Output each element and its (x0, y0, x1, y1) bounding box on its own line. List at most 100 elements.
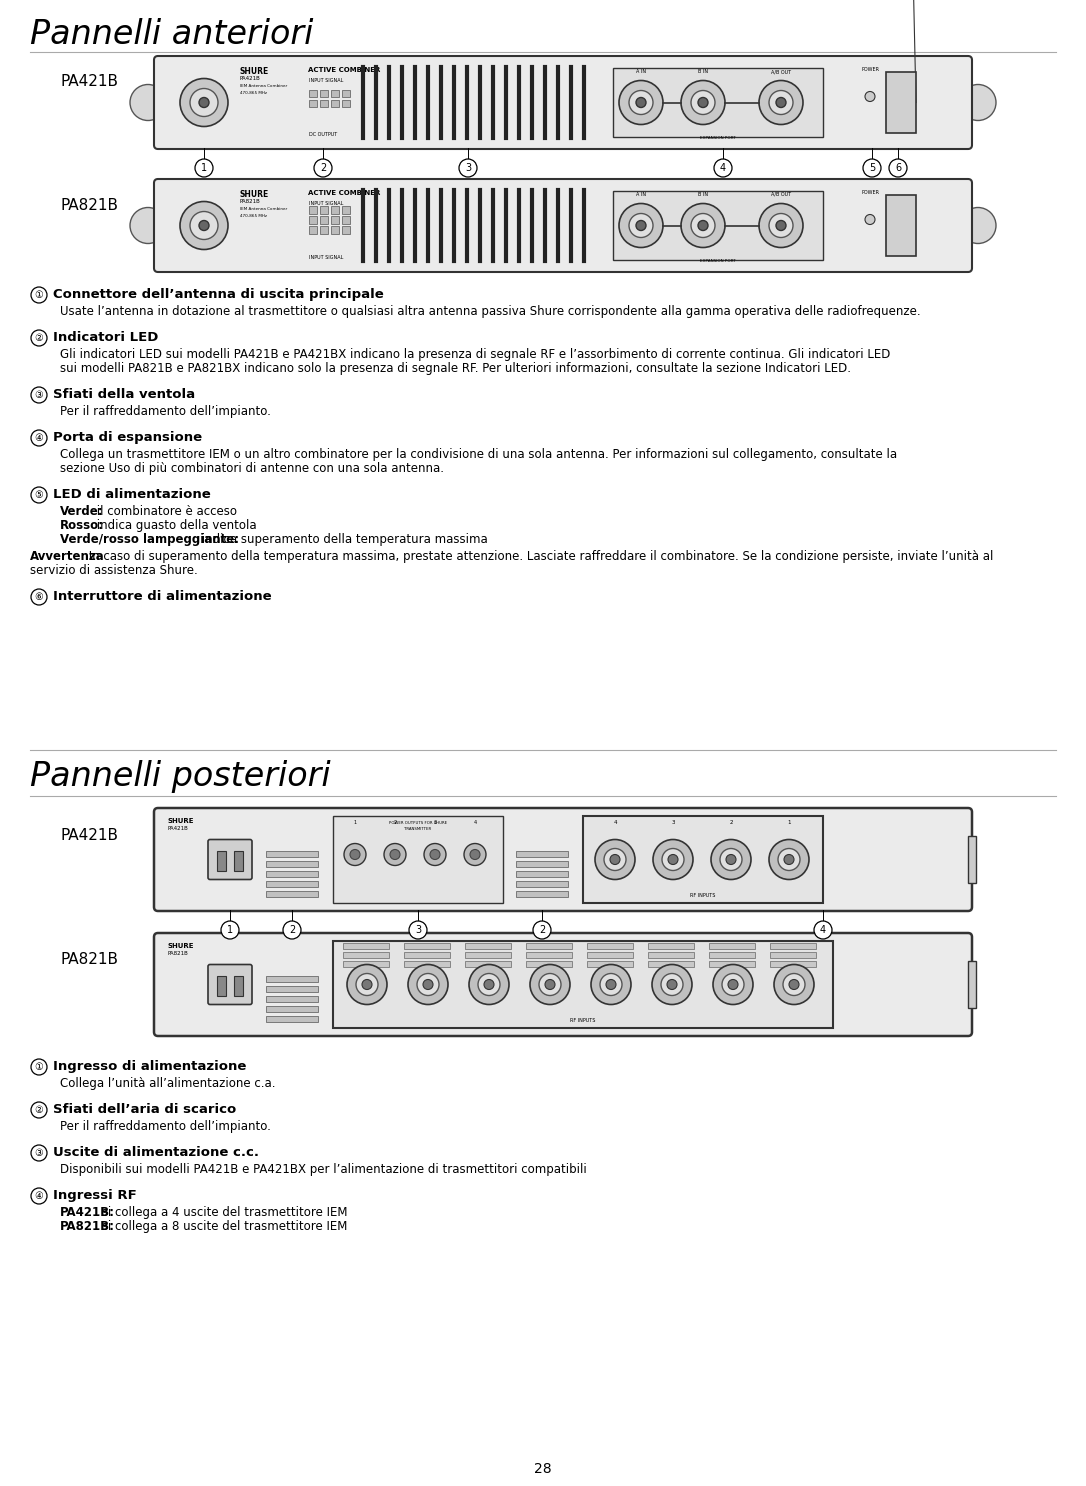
Text: 2: 2 (289, 924, 295, 935)
Circle shape (769, 840, 809, 880)
Text: In caso di superamento della temperatura massima, prestate attenzione. Lasciate : In caso di superamento della temperatura… (85, 550, 994, 563)
Text: TRANSMITTER: TRANSMITTER (404, 828, 431, 831)
Circle shape (778, 849, 800, 871)
Text: PA421B: PA421B (168, 826, 189, 831)
Text: ①: ① (35, 290, 43, 300)
Text: O: O (898, 125, 905, 134)
Circle shape (653, 840, 693, 880)
Circle shape (714, 159, 732, 177)
Text: 3: 3 (465, 163, 471, 172)
Circle shape (190, 211, 218, 239)
Circle shape (409, 921, 427, 939)
Bar (266, 892, 318, 898)
Circle shape (384, 844, 406, 865)
Circle shape (776, 98, 786, 107)
Text: 6: 6 (895, 163, 901, 172)
Text: Pannelli posteriori: Pannelli posteriori (30, 759, 330, 794)
Text: 4: 4 (609, 945, 613, 950)
Circle shape (424, 979, 433, 990)
Bar (333, 816, 503, 903)
Text: PA821B: PA821B (240, 199, 261, 204)
Text: si collega a 4 uscite del trasmettitore IEM: si collega a 4 uscite del trasmettitore … (99, 1207, 348, 1219)
Circle shape (595, 840, 635, 880)
FancyBboxPatch shape (209, 840, 252, 880)
Text: 2: 2 (731, 945, 735, 950)
Bar (526, 953, 572, 958)
Circle shape (31, 386, 47, 403)
Bar (516, 860, 568, 866)
Text: RF INPUTS: RF INPUTS (691, 893, 716, 898)
Text: PA421B: PA421B (60, 74, 118, 89)
Text: Gli indicatori LED sui modelli PA421B e PA421BX indicano la presenza di segnale : Gli indicatori LED sui modelli PA421B e … (60, 348, 891, 361)
Bar (331, 205, 339, 214)
Text: 2: 2 (320, 163, 326, 172)
Circle shape (774, 964, 814, 1005)
Text: 4: 4 (614, 820, 617, 825)
Circle shape (629, 214, 653, 238)
Text: 1: 1 (793, 945, 796, 950)
Text: servizio di assistenza Shure.: servizio di assistenza Shure. (30, 565, 198, 577)
Circle shape (530, 964, 570, 1005)
Circle shape (889, 159, 907, 177)
Text: SHURE: SHURE (168, 817, 194, 825)
Text: 3: 3 (671, 820, 674, 825)
Text: DC OUTPUT: DC OUTPUT (310, 132, 338, 137)
Text: ③: ③ (35, 389, 43, 400)
Text: ③: ③ (35, 1149, 43, 1158)
Bar (266, 987, 318, 993)
Bar (613, 68, 823, 137)
Circle shape (478, 973, 500, 996)
Bar (526, 944, 572, 950)
Circle shape (31, 1187, 47, 1204)
Circle shape (356, 973, 378, 996)
Text: indica guasto della ventola: indica guasto della ventola (93, 519, 256, 532)
Circle shape (130, 208, 166, 244)
Text: sui modelli PA821B e PA821BX indicano solo la presenza di segnale RF. Per ulteri: sui modelli PA821B e PA821BX indicano so… (60, 363, 851, 374)
Circle shape (390, 850, 400, 859)
Text: PA821B: PA821B (60, 198, 118, 212)
Text: INPUT SIGNAL: INPUT SIGNAL (310, 201, 343, 207)
Circle shape (195, 159, 213, 177)
Text: I: I (899, 73, 902, 83)
Circle shape (283, 921, 301, 939)
Text: ACTIVE COMBINER: ACTIVE COMBINER (308, 190, 380, 196)
Text: Sfiati della ventola: Sfiati della ventola (53, 388, 195, 401)
Text: PA421B: PA421B (60, 828, 118, 843)
Circle shape (728, 979, 738, 990)
Bar (648, 961, 694, 967)
Bar (342, 226, 350, 233)
Text: POWER: POWER (861, 190, 879, 195)
Bar (331, 100, 339, 107)
Circle shape (31, 487, 47, 502)
Circle shape (31, 1060, 47, 1074)
Circle shape (199, 98, 209, 107)
Circle shape (459, 159, 477, 177)
Circle shape (464, 844, 487, 865)
Text: ⑥: ⑥ (35, 591, 43, 602)
Circle shape (790, 979, 799, 990)
Bar (648, 953, 694, 958)
Text: A/B OUT: A/B OUT (771, 68, 791, 74)
Text: ⑤: ⑤ (35, 490, 43, 499)
Bar (968, 961, 976, 1008)
Circle shape (430, 850, 440, 859)
Circle shape (667, 979, 677, 990)
Text: il combinatore è acceso: il combinatore è acceso (93, 505, 237, 519)
Circle shape (629, 91, 653, 114)
Text: IEM Antenna Combiner: IEM Antenna Combiner (240, 85, 288, 88)
Bar (588, 953, 633, 958)
Circle shape (424, 844, 446, 865)
Circle shape (720, 849, 742, 871)
Circle shape (698, 98, 708, 107)
Circle shape (470, 850, 480, 859)
Bar (266, 851, 318, 857)
Bar (342, 205, 350, 214)
Circle shape (727, 854, 736, 865)
Bar (320, 89, 328, 97)
Text: Rosso:: Rosso: (60, 519, 104, 532)
Text: 28: 28 (534, 1462, 552, 1476)
Text: IEM Antenna Combiner: IEM Antenna Combiner (240, 207, 288, 211)
Circle shape (180, 79, 228, 126)
Text: INPUT SIGNAL: INPUT SIGNAL (310, 256, 343, 260)
Text: 470-865 MHz: 470-865 MHz (240, 91, 267, 95)
